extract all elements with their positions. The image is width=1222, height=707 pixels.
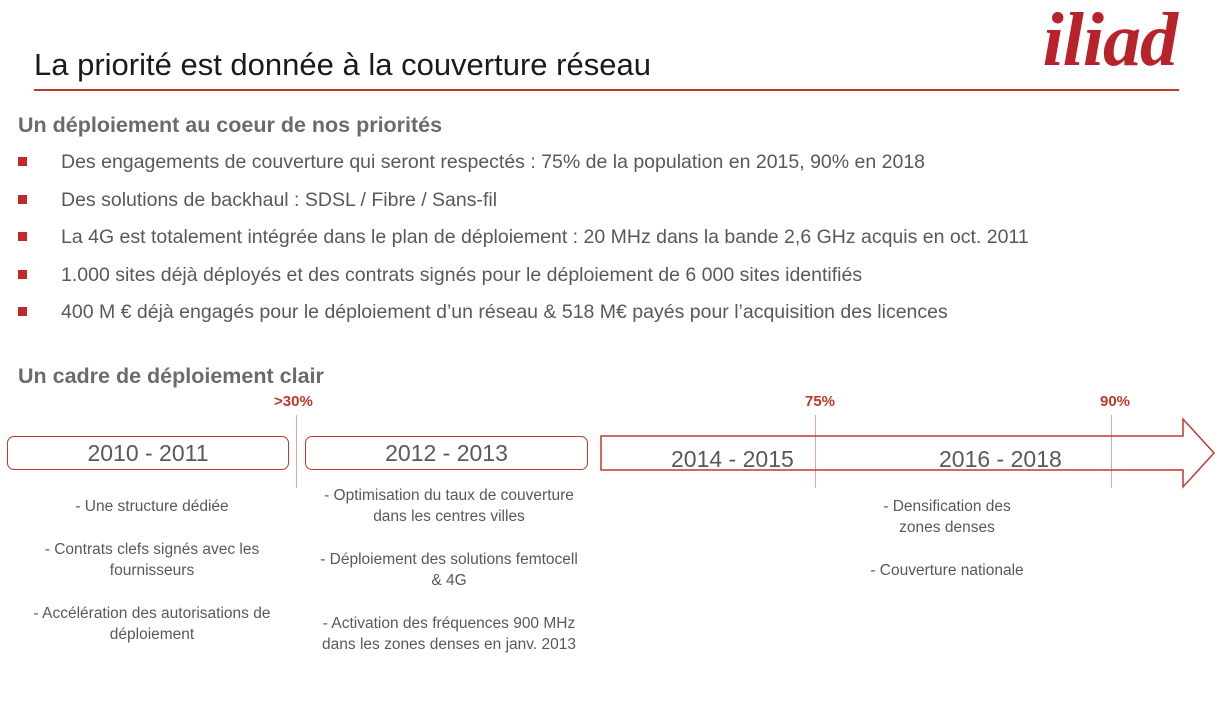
milestone-line (296, 415, 297, 488)
period-details-2010-2011: - Une structure dédiée - Contrats clefs … (12, 496, 292, 667)
priorities-list: Des engagements de couverture qui seront… (18, 148, 1029, 336)
milestone-label: >30% (274, 393, 313, 410)
bullet-square-icon (18, 194, 27, 204)
list-item: - Contrats clefs signés avec les fournis… (44, 541, 260, 579)
section-heading-priorities: Un déploiement au coeur de nos priorités (18, 113, 443, 137)
bullet-text: Des solutions de backhaul : SDSL / Fibre… (61, 188, 498, 211)
period-label: 2010 - 2011 (87, 439, 209, 466)
period-box-2012-2013: 2012 - 2013 (305, 436, 588, 470)
period-box-2010-2011: 2010 - 2011 (7, 436, 289, 470)
bullet-text: Des engagements de couverture qui seront… (61, 151, 926, 173)
milestone-line (815, 415, 816, 488)
list-item: La 4G est totalement intégrée dans le pl… (18, 223, 1029, 261)
bullet-square-icon (18, 157, 27, 166)
list-item: - Une structure dédiée (75, 498, 229, 515)
period-label: 2012 - 2013 (385, 439, 508, 466)
list-item: - Optimisation du taux de couverture dan… (324, 487, 574, 525)
period-label-2016-2018: 2016 - 2018 (939, 446, 1062, 472)
list-item: - Densification des zones denses (883, 498, 1011, 536)
milestone-label: 90% (1100, 393, 1131, 410)
page-title: La priorité est donnée à la couverture r… (34, 47, 651, 82)
list-item: 400 M € déjà engagés pour le déploiement… (18, 298, 1029, 336)
list-item: 1.000 sites déjà déployés et des contrat… (18, 261, 1029, 299)
iliad-logo: iliad (1042, 0, 1178, 82)
milestone-line (1111, 415, 1112, 488)
list-item: - Accélération des autorisations de dépl… (33, 605, 271, 643)
list-item: - Activation des fréquences 900 MHz dans… (322, 615, 576, 653)
milestone-label: 75% (805, 393, 836, 410)
period-details-2012-2013: - Optimisation du taux de couverture dan… (318, 485, 580, 677)
list-item: - Déploiement des solutions femtocell & … (320, 551, 578, 589)
list-item: Des solutions de backhaul : SDSL / Fibre… (18, 186, 1029, 224)
bullet-text: 1.000 sites déjà déployés et des contrat… (61, 263, 863, 286)
bullet-square-icon (18, 307, 27, 316)
section-heading-framework: Un cadre de déploiement clair (18, 364, 324, 388)
period-details-2016-2018: - Densification des zones denses - Couve… (862, 496, 1032, 603)
bullet-text: La 4G est totalement intégrée dans le pl… (61, 226, 1029, 248)
bullet-text: 400 M € déjà engagés pour le déploiement… (61, 301, 948, 323)
bullet-square-icon (18, 269, 27, 279)
title-divider (34, 89, 1179, 91)
list-item: Des engagements de couverture qui seront… (18, 148, 1029, 186)
period-label-2014-2015: 2014 - 2015 (671, 446, 794, 472)
bullet-square-icon (18, 232, 27, 241)
list-item: - Couverture nationale (870, 562, 1024, 579)
